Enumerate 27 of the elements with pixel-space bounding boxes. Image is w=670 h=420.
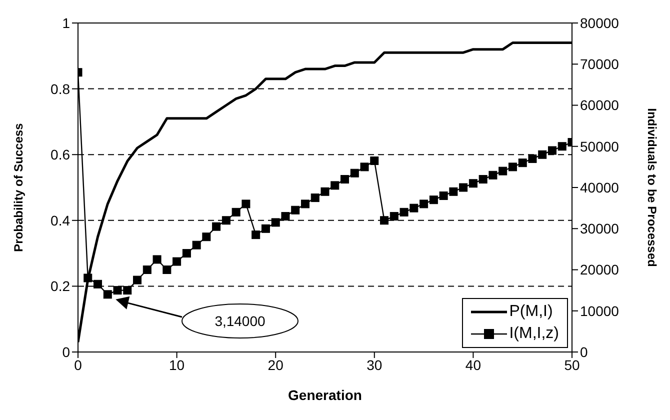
legend-label: I(M,I,z) [509, 325, 559, 343]
y-axis-title: Probability of Success [11, 122, 26, 252]
x-tick-label: 30 [366, 356, 382, 373]
y2-tick-label: 40000 [580, 179, 620, 196]
y-tick-label: 1 [62, 14, 70, 31]
y-tick-label: 0 [62, 344, 70, 360]
x-tick-label: 50 [564, 356, 580, 373]
y2-tick-label: 0 [580, 344, 588, 360]
x-tick-label: 10 [169, 356, 185, 373]
x-tick-label: 20 [268, 356, 284, 373]
y-tick-label: 0.6 [50, 146, 70, 163]
y2-tick-label: 10000 [580, 302, 620, 319]
y2-tick-label: 20000 [580, 262, 620, 278]
x-tick-label: 0 [74, 356, 82, 373]
y2-axis-title: Individuals to be Processed [644, 108, 659, 267]
y-tick-label: 0.4 [50, 212, 70, 228]
y2-tick-label: 30000 [580, 220, 620, 237]
y2-tick-label: 80000 [580, 14, 620, 31]
y2-tick-label: 60000 [580, 97, 620, 114]
y-tick-label: 0.2 [50, 278, 70, 294]
x-tick-label: 40 [465, 356, 482, 373]
y2-tick-label: 70000 [580, 56, 620, 72]
annotation: 3,14000 [214, 313, 266, 329]
x-axis-title: Generation [288, 387, 362, 403]
legend-label: P(M,I) [509, 303, 553, 321]
y2-tick-label: 50000 [580, 138, 620, 154]
y-tick-label: 0.8 [50, 80, 70, 97]
